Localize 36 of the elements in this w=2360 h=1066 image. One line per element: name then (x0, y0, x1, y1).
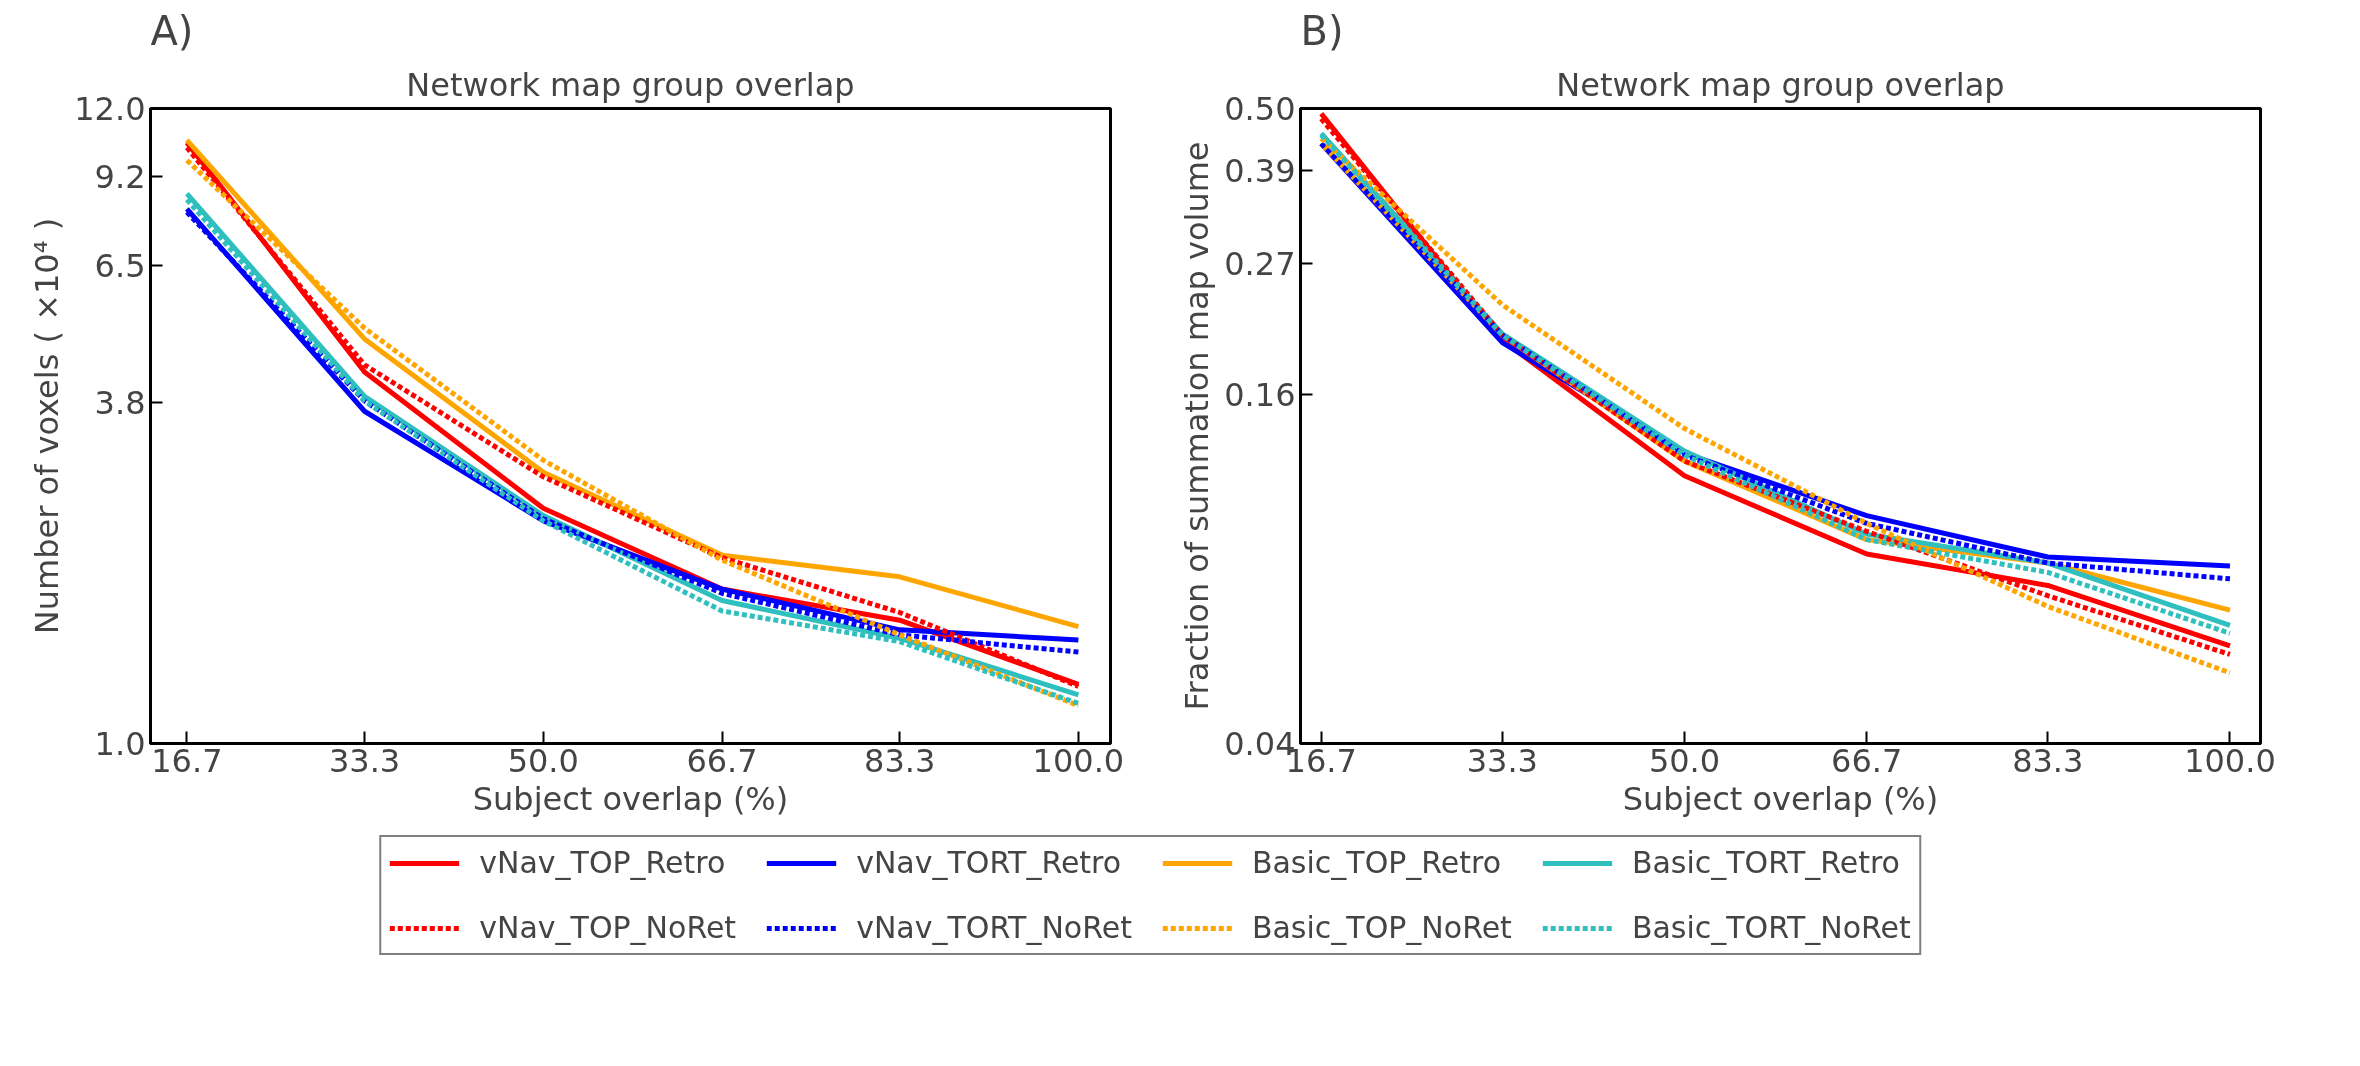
x-tick-label: 83.3 (864, 741, 936, 780)
legend-label: Basic_TOP_NoRet (1251, 910, 1512, 945)
chart-title: Network map group overlap (1556, 65, 2005, 104)
legend-label: vNav_TORT_NoRet (856, 910, 1132, 945)
x-axis-title: Subject overlap (%) (472, 779, 789, 818)
legend-label: Basic_TOP_Retro (1251, 845, 1502, 880)
y-tick-label: 9.2 (94, 157, 146, 196)
y-axis-title: Fraction of summation map volume (1178, 141, 1217, 711)
x-tick-label: 50.0 (507, 741, 579, 780)
x-tick-label: 16.7 (151, 741, 223, 780)
x-tick-label: 100.0 (2184, 741, 2276, 780)
y-tick-label: 3.8 (94, 383, 146, 422)
x-tick-label: 33.3 (328, 741, 401, 780)
y-tick-label: 6.5 (94, 246, 146, 285)
x-tick-label: 66.7 (1831, 741, 1903, 780)
legend-label: Basic_TORT_NoRet (1631, 910, 1911, 945)
x-tick-label: 50.0 (1648, 741, 1721, 780)
legend-label: vNav_TOP_Retro (479, 845, 726, 880)
y-tick-label: 0.16 (1224, 376, 1296, 415)
x-tick-label: 33.3 (1466, 741, 1538, 780)
x-axis-title: Subject overlap (%) (1622, 779, 1939, 818)
y-tick-label: 1.0 (94, 725, 146, 763)
x-tick-label: 83.3 (2012, 741, 2084, 780)
y-tick-label: 12.0 (74, 90, 146, 128)
y-tick-label: 0.39 (1224, 152, 1296, 191)
x-tick-label: 66.7 (686, 741, 758, 780)
legend-label: vNav_TOP_NoRet (479, 910, 737, 945)
y-axis-title: Number of voxels ( ×10⁴ ) (28, 217, 67, 635)
legend-label: Basic_TORT_Retro (1631, 845, 1900, 880)
chart-title: Network map group overlap (406, 65, 855, 104)
x-tick-label: 100.0 (1032, 741, 1125, 780)
y-tick-label: 0.50 (1224, 90, 1296, 128)
text: A) (150, 7, 194, 54)
legend-label: vNav_TORT_Retro (856, 845, 1122, 880)
text: B) (1300, 7, 1344, 54)
y-tick-label: 0.27 (1224, 244, 1296, 283)
